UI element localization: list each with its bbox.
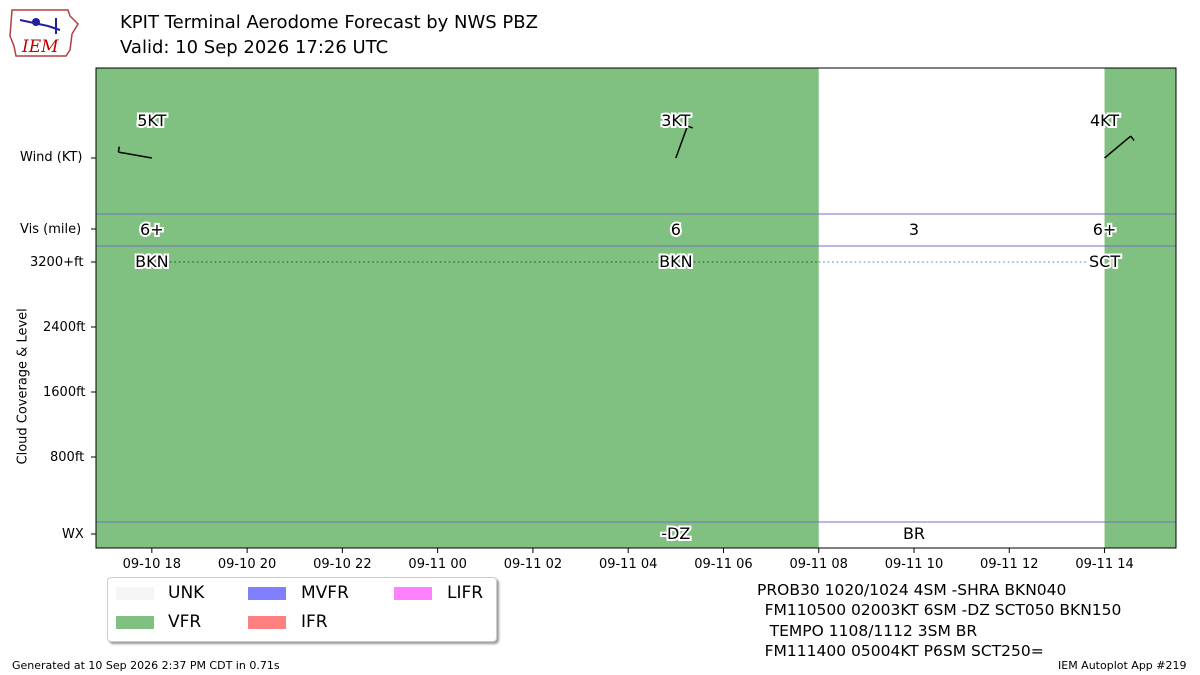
legend: UNK MVFR LIFR VFR IFR	[107, 577, 497, 642]
legend-label-ifr: IFR	[301, 612, 328, 632]
wind-label-1: 3KT	[661, 111, 690, 130]
cloud-axis-label: Cloud Coverage & Level	[15, 308, 31, 465]
cloud-label-3: SCT	[1089, 252, 1120, 271]
logo-text: IEM	[21, 37, 59, 57]
taf-line-1: PROB30 1020/1024 4SM -SHRA BKN040	[757, 581, 1067, 599]
x-tick-label-9: 09-11 12	[980, 557, 1038, 572]
wind-barb-0	[118, 151, 152, 159]
vis-label-2: 3	[909, 220, 919, 239]
category-band-0	[96, 68, 819, 548]
wind-barb-3	[1104, 135, 1132, 159]
cloud-tick-800: 800ft	[50, 450, 85, 465]
wx-axis-label: WX	[62, 527, 84, 542]
wx-label-2: BR	[903, 524, 925, 543]
wind-barb-flag-3	[1130, 135, 1135, 141]
x-tick-label-5: 09-11 04	[599, 557, 657, 572]
legend-swatch-ifr	[248, 616, 286, 629]
x-tick-label-7: 09-11 08	[790, 557, 848, 572]
legend-label-vfr: VFR	[168, 612, 202, 632]
generated-note: Generated at 10 Sep 2026 2:37 PM CDT in …	[12, 659, 280, 672]
wind-barb-flag-1	[687, 125, 693, 129]
legend-label-unk: UNK	[168, 583, 205, 603]
legend-swatch-mvfr	[248, 587, 286, 600]
cloud-label-0: BKN	[135, 252, 168, 271]
wx-label-1: -DZ	[661, 524, 690, 543]
wind-barb-flag-0	[117, 146, 121, 153]
cloud-label-1: BKN	[659, 252, 692, 271]
plot-frame	[95, 67, 1177, 549]
x-tick-label-8: 09-11 10	[885, 557, 943, 572]
taf-line-2: FM110500 02003KT 6SM -DZ SCT050 BKN150	[740, 601, 1122, 619]
x-tick-label-6: 09-11 06	[694, 557, 752, 572]
x-tick-label-2: 09-10 22	[313, 557, 371, 572]
x-tick-label-10: 09-11 14	[1075, 557, 1133, 572]
legend-swatch-lifr	[394, 587, 432, 600]
legend-swatch-unk	[116, 587, 154, 600]
x-tick-label-4: 09-11 02	[504, 557, 562, 572]
x-tick-label-0: 09-10 18	[123, 557, 181, 572]
cloud-tick-3200: 3200+ft	[30, 255, 84, 270]
vis-label-1: 6	[671, 220, 681, 239]
x-tick-label-3: 09-11 00	[408, 557, 466, 572]
vis-label-0: 6+	[140, 220, 164, 239]
iem-logo: IEM	[9, 9, 79, 57]
taf-line-4: FM111400 05004KT P6SM SCT250=	[740, 642, 1044, 660]
taf-line-3: TEMPO 1108/1112 3SM BR	[745, 622, 978, 640]
wind-label-3: 4KT	[1090, 111, 1119, 130]
legend-label-lifr: LIFR	[447, 583, 484, 603]
legend-label-mvfr: MVFR	[301, 583, 349, 603]
chart-title: KPIT Terminal Aerodome Forecast by NWS P…	[120, 12, 538, 33]
wind-axis-label: Wind (KT)	[20, 150, 83, 165]
wind-label-0: 5KT	[137, 111, 166, 130]
wind-barb-1	[675, 125, 689, 159]
cloud-tick-1600: 1600ft	[43, 385, 86, 400]
app-credit: IEM Autoplot App #219	[1058, 659, 1187, 672]
cloud-tick-2400: 2400ft	[43, 320, 86, 335]
chart-subtitle: Valid: 10 Sep 2026 17:26 UTC	[120, 37, 389, 58]
legend-swatch-vfr	[116, 616, 154, 629]
vis-label-3: 6+	[1093, 220, 1117, 239]
x-tick-label-1: 09-10 20	[218, 557, 276, 572]
vis-axis-label: Vis (mile)	[20, 222, 82, 237]
category-band-2	[1104, 68, 1176, 548]
